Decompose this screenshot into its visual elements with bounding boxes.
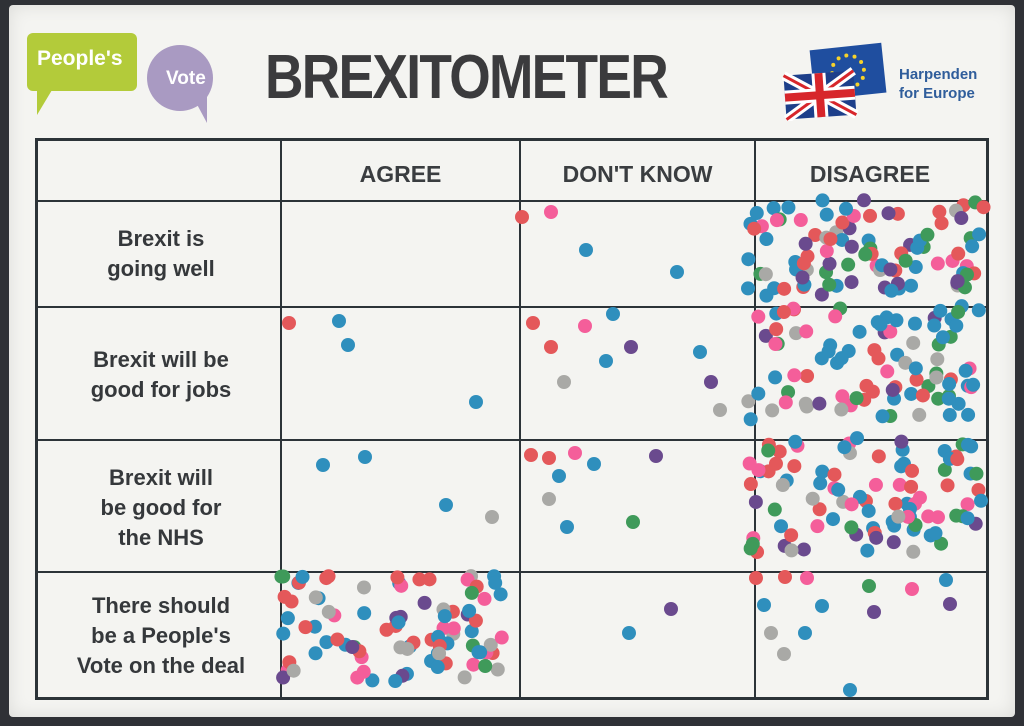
column-header-disagree: DISAGREE: [809, 161, 931, 187]
brexitometer-board: People's Vote BREXITOMETER Harpenden for…: [9, 5, 1015, 717]
row-label-line: Brexit will: [109, 465, 213, 490]
harpenden-for-europe-logo: Harpenden for Europe: [899, 65, 977, 103]
speech-bubble-green: [27, 33, 137, 91]
grid-line: [38, 200, 986, 202]
poll-grid: AGREE DON'T KNOW DISAGREE Brexit is goin…: [35, 138, 989, 700]
grid-line: [280, 141, 282, 697]
grid-line: [38, 439, 986, 441]
row-label-line: good for jobs: [90, 377, 232, 402]
speech-bubble-tail: [193, 97, 207, 123]
logo-text-peoples: People's: [37, 47, 123, 70]
row-label-going-well: Brexit is going well: [46, 224, 276, 284]
row-label-line: Brexit is: [117, 226, 205, 251]
grid-line: [754, 141, 756, 697]
grid-line: [519, 141, 521, 697]
row-label-line: going well: [107, 256, 215, 281]
column-header-agree: AGREE: [359, 161, 442, 187]
uk-eu-flags-icon: [782, 42, 887, 121]
logo-text-line2: for Europe: [899, 85, 975, 102]
row-label-line: There should: [91, 593, 231, 618]
row-label-line: be good for: [100, 495, 222, 520]
row-label-line: Vote on the deal: [76, 653, 246, 678]
logo-text-vote: Vote: [166, 68, 206, 89]
row-label-jobs: Brexit will be good for jobs: [46, 345, 276, 405]
grid-line: [38, 571, 986, 573]
row-label-peoples-vote: There should be a People's Vote on the d…: [46, 591, 276, 681]
page-title: BREXITOMETER: [264, 43, 669, 112]
column-header-dont-know: DON'T KNOW: [562, 161, 713, 187]
row-label-line: be a People's: [91, 623, 231, 648]
row-label-line: the NHS: [118, 525, 204, 550]
row-label-line: Brexit will be: [93, 347, 229, 372]
speech-bubble-tail: [37, 85, 55, 115]
grid-line: [38, 306, 986, 308]
peoples-vote-logo: People's Vote: [27, 33, 217, 125]
logo-text-line1: Harpenden: [899, 66, 978, 83]
row-label-nhs: Brexit will be good for the NHS: [46, 463, 276, 553]
